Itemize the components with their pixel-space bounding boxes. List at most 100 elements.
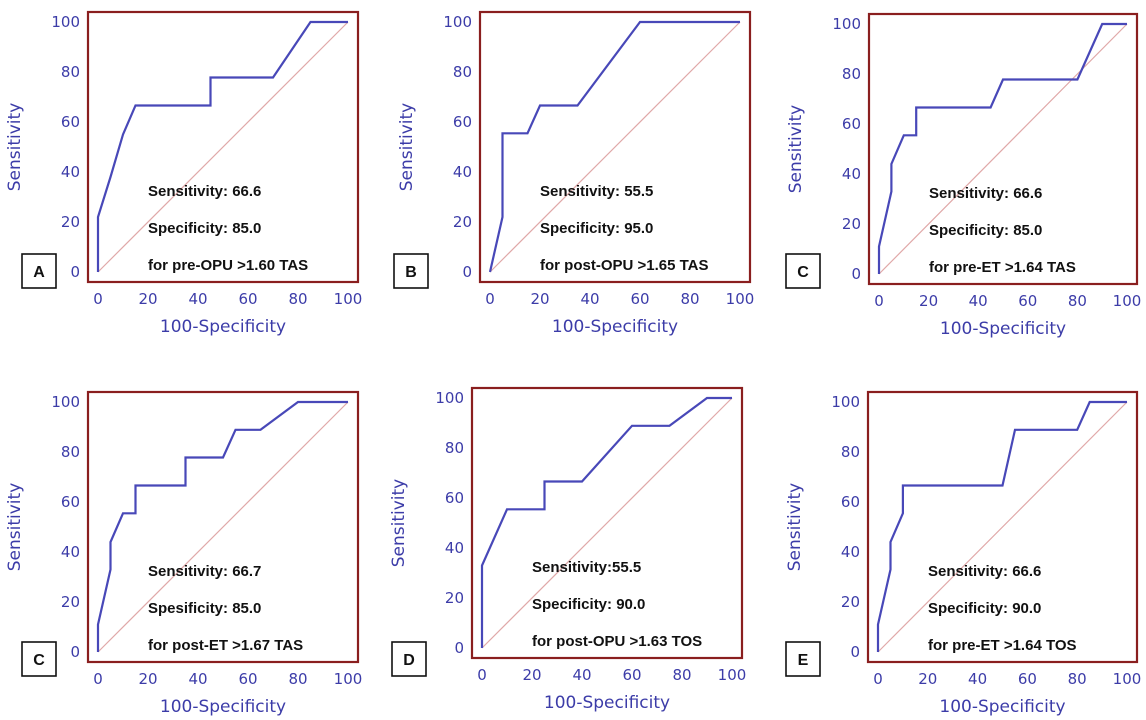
- x-tick-label: 100: [1113, 670, 1142, 688]
- reference-diagonal: [489, 21, 741, 273]
- y-tick-label: 60: [453, 113, 472, 131]
- y-tick-label: 0: [462, 263, 472, 281]
- roc-panel: 0 20 40 60 80 100 0 20 40 60 80 100 100-Specificity S…: [389, 386, 746, 713]
- y-tick-label: 40: [842, 165, 861, 183]
- x-tick-label: 60: [622, 666, 641, 684]
- roc-curve: [876, 400, 1127, 652]
- x-axis-title: 100-Specificity: [940, 319, 1066, 339]
- panel-label-box: [393, 253, 429, 289]
- annotation-text: Sensitivity: 66.6: [928, 563, 1041, 580]
- reference-diagonal: [877, 401, 1128, 653]
- reference-diagonal: [481, 397, 733, 649]
- x-tick-label: 0: [93, 290, 103, 308]
- x-tick-label: 100: [726, 290, 755, 308]
- annotation-text: for pre-OPU >1.60 TAS: [148, 257, 308, 274]
- y-tick-label: 20: [61, 593, 80, 611]
- annotation-text: for pre-ET >1.64 TAS: [929, 259, 1076, 276]
- panel-label: D: [403, 652, 415, 669]
- roc-curve: [488, 20, 740, 273]
- annotation-text: Sensitivity: 66.6: [929, 185, 1042, 202]
- y-axis-title: Sensitivity: [5, 483, 25, 572]
- x-tick-label: 0: [93, 670, 103, 688]
- y-tick-label: 20: [445, 589, 464, 607]
- x-axis-title: 100-Specificity: [552, 317, 678, 337]
- annotation-text: Sensitivity: 55.5: [540, 183, 653, 200]
- annotation-text: Specificity: 90.0: [928, 600, 1041, 617]
- x-tick-label: 40: [969, 292, 988, 310]
- y-tick-label: 100: [443, 13, 472, 31]
- x-tick-label: 40: [968, 670, 987, 688]
- y-axis-title: Sensitivity: [5, 103, 25, 192]
- y-tick-label: 100: [831, 393, 860, 411]
- y-tick-label: 0: [70, 263, 80, 281]
- x-tick-label: 20: [530, 290, 549, 308]
- x-tick-label: 80: [672, 666, 691, 684]
- y-tick-label: 100: [832, 15, 861, 33]
- x-tick-label: 20: [919, 292, 938, 310]
- x-tick-label: 20: [918, 670, 937, 688]
- y-tick-label: 20: [453, 213, 472, 231]
- annotation-text: for post-OPU >1.63 TOS: [532, 633, 702, 650]
- x-tick-label: 40: [580, 290, 599, 308]
- x-tick-label: 0: [485, 290, 495, 308]
- annotation-text: for post-OPU >1.65 TAS: [540, 257, 709, 274]
- x-axis-title: 100-Specificity: [939, 697, 1065, 717]
- roc-panel: 0 20 40 60 80 100 0 20 40 60 80 100 100-Specificity S…: [5, 390, 363, 717]
- y-axis-title: Sensitivity: [786, 105, 806, 194]
- y-axis-title: Sensitivity: [785, 483, 805, 572]
- x-tick-label: 0: [874, 292, 884, 310]
- panel-label-box: [21, 641, 57, 677]
- y-tick-label: 40: [453, 163, 472, 181]
- y-tick-label: 40: [61, 543, 80, 561]
- y-tick-label: 0: [454, 639, 464, 657]
- panel-label: C: [797, 264, 809, 281]
- reference-diagonal: [878, 23, 1128, 275]
- panel-label: A: [33, 264, 45, 281]
- x-tick-label: 20: [138, 670, 157, 688]
- roc-curve: [877, 22, 1127, 274]
- y-axis-title: Sensitivity: [397, 103, 417, 192]
- annotation-text: Sensitivity: 66.6: [148, 183, 261, 200]
- y-tick-label: 20: [842, 215, 861, 233]
- x-tick-label: 80: [288, 290, 307, 308]
- x-tick-label: 60: [630, 290, 649, 308]
- y-tick-label: 60: [61, 493, 80, 511]
- roc-curve: [96, 400, 348, 652]
- roc-panel: 0 20 40 60 80 100 0 20 40 60 80 100 100-Specificity S…: [393, 10, 755, 337]
- x-tick-label: 20: [138, 290, 157, 308]
- annotation-text: Specificity: 85.0: [148, 220, 261, 237]
- annotation-text: Sensitivity:55.5: [532, 559, 641, 576]
- roc-panel: 0 20 40 60 80 100 0 20 40 60 80 100 100-Specificity S…: [785, 390, 1142, 717]
- y-tick-label: 100: [51, 13, 80, 31]
- x-tick-label: 100: [1113, 292, 1142, 310]
- roc-panel: 0 20 40 60 80 100 0 20 40 60 80 100 100-Specificity S…: [5, 10, 363, 337]
- x-tick-label: 40: [188, 670, 207, 688]
- y-tick-label: 40: [445, 539, 464, 557]
- y-tick-label: 80: [445, 439, 464, 457]
- y-tick-label: 20: [61, 213, 80, 231]
- roc-panel: 0 20 40 60 80 100 0 20 40 60 80 100 100-Specificity S…: [785, 12, 1142, 339]
- y-tick-label: 80: [841, 443, 860, 461]
- panel-label-box: [21, 253, 57, 289]
- x-tick-label: 60: [238, 670, 257, 688]
- panel-label: B: [405, 264, 417, 281]
- x-tick-label: 100: [334, 290, 363, 308]
- y-axis-title: Sensitivity: [389, 479, 409, 568]
- x-tick-label: 60: [238, 290, 257, 308]
- reference-diagonal: [97, 21, 349, 273]
- y-tick-label: 60: [842, 115, 861, 133]
- panel-label-box: [785, 253, 821, 289]
- x-axis-title: 100-Specificity: [160, 697, 286, 717]
- x-tick-label: 20: [522, 666, 541, 684]
- y-tick-label: 60: [841, 493, 860, 511]
- y-tick-label: 80: [453, 63, 472, 81]
- y-tick-label: 0: [70, 643, 80, 661]
- annotation-text: for post-ET >1.67 TAS: [148, 637, 303, 654]
- reference-diagonal: [97, 401, 349, 653]
- roc-curve: [96, 20, 348, 272]
- y-tick-label: 100: [435, 389, 464, 407]
- x-tick-label: 100: [334, 670, 363, 688]
- annotation-text: Specificity: 95.0: [540, 220, 653, 237]
- y-tick-label: 40: [841, 543, 860, 561]
